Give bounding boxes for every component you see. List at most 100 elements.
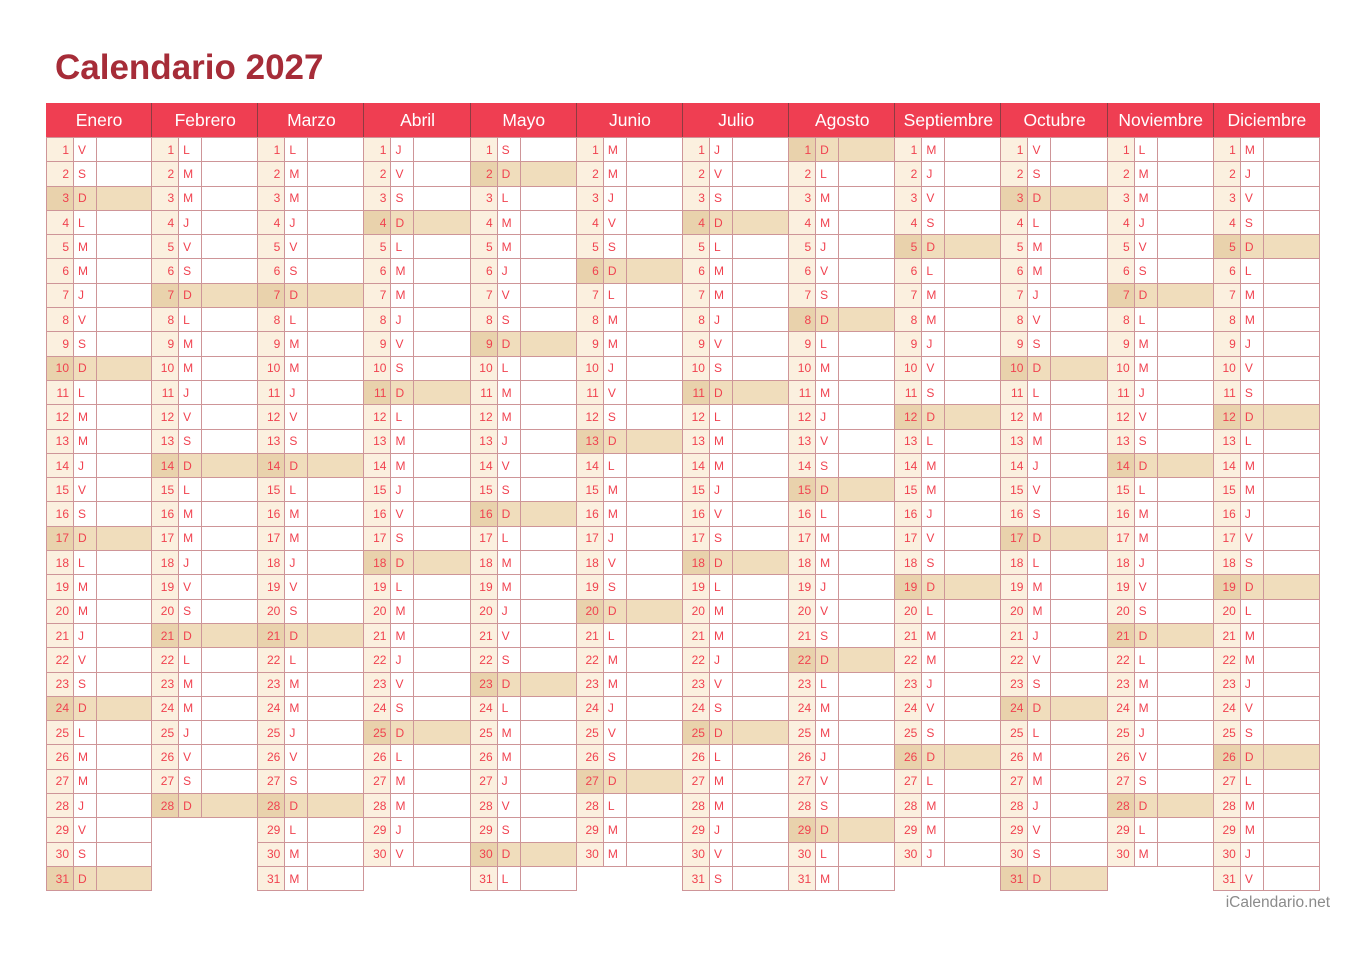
month-table: 1 L 2 M 3 M 4 J 5 V 6 S 7 D 8 L 9 M 10 M 11 J 12 V 13 S 14 D 15 L 16 M 1… <box>257 136 365 892</box>
day-note-space <box>201 136 259 163</box>
day-note-space <box>95 841 153 867</box>
day-row: 15 M <box>1212 477 1320 503</box>
day-note-space <box>838 161 896 187</box>
day-number: 14 <box>1212 452 1241 479</box>
day-row: 29 J <box>681 817 790 843</box>
day-note-space <box>1050 185 1108 211</box>
weekday-letter: M <box>496 209 521 236</box>
weekday-letter: M <box>708 793 733 819</box>
day-note-space <box>944 404 1002 430</box>
day-note-space <box>731 452 790 479</box>
day-number: 9 <box>46 331 74 357</box>
day-note-space <box>838 574 896 600</box>
day-number: 7 <box>469 282 498 309</box>
day-number: 7 <box>1212 282 1241 309</box>
day-number: 15 <box>788 477 817 503</box>
day-note-space <box>838 550 896 576</box>
day-row: 11 M <box>469 379 577 406</box>
day-note-space <box>307 622 365 649</box>
weekday-letter: M <box>390 428 415 454</box>
day-note-space <box>307 282 365 309</box>
day-note-space <box>625 817 683 843</box>
weekday-letter: J <box>390 307 415 333</box>
day-number: 17 <box>575 525 604 552</box>
day-note-space <box>95 234 153 260</box>
weekday-letter: V <box>1027 817 1052 843</box>
day-row: 22 S <box>469 647 577 673</box>
day-number: 17 <box>363 525 392 552</box>
day-row: 27 M <box>363 768 471 795</box>
day-note-space <box>944 209 1002 236</box>
day-note-space <box>838 282 896 309</box>
day-row: 11 L <box>46 379 153 406</box>
day-note-space <box>944 671 1002 697</box>
day-row: 25 J <box>151 720 259 746</box>
day-number: 23 <box>363 671 392 697</box>
day-number: 23 <box>788 671 817 697</box>
weekday-letter: V <box>921 355 946 381</box>
weekday-letter: L <box>815 671 840 697</box>
page-title: Calendario 2027 <box>55 48 324 87</box>
month-table: 1 L 2 M 3 M 4 J 5 V 6 S 7 D 8 L 9 M 10 M 11 J 12 V 13 S 14 D 15 L 16 M 1… <box>1106 136 1214 867</box>
day-number: 29 <box>1000 817 1029 843</box>
weekday-letter: L <box>1133 136 1158 163</box>
day-note-space <box>944 161 1002 187</box>
day-note-space <box>1156 671 1214 697</box>
weekday-letter: D <box>602 598 627 624</box>
day-note-space <box>307 161 365 187</box>
day-note-space <box>1156 720 1214 746</box>
weekday-letter: M <box>496 379 521 406</box>
weekday-letter: J <box>496 258 521 284</box>
weekday-letter: V <box>708 841 733 867</box>
day-note-space <box>307 501 365 527</box>
weekday-letter: M <box>73 404 97 430</box>
day-number: 29 <box>1106 817 1135 843</box>
day-note-space <box>1050 793 1108 819</box>
day-note-space <box>413 817 471 843</box>
day-row: 24 S <box>681 695 790 722</box>
day-number: 6 <box>1212 258 1241 284</box>
day-number: 16 <box>151 501 180 527</box>
day-number: 12 <box>788 404 817 430</box>
day-row: 30 M <box>257 841 365 867</box>
day-row: 18 D <box>363 550 471 576</box>
weekday-letter: L <box>602 793 627 819</box>
day-note-space <box>944 501 1002 527</box>
weekday-letter: D <box>1133 282 1158 309</box>
weekday-letter: M <box>1027 598 1052 624</box>
weekday-letter: D <box>1027 865 1052 892</box>
day-number: 2 <box>575 161 604 187</box>
day-note-space <box>1156 428 1214 454</box>
day-note-space <box>838 817 896 843</box>
weekday-letter: J <box>1239 671 1264 697</box>
day-note-space <box>944 574 1002 600</box>
day-note-space <box>1156 282 1214 309</box>
day-note-space <box>625 428 683 454</box>
weekday-letter: S <box>1133 258 1158 284</box>
day-number: 28 <box>469 793 498 819</box>
day-note-space <box>95 209 153 236</box>
weekday-letter: S <box>921 550 946 576</box>
day-row: 13 J <box>469 428 577 454</box>
weekday-letter: D <box>602 258 627 284</box>
weekday-letter: M <box>815 379 840 406</box>
day-note-space <box>201 282 259 309</box>
day-note-space <box>625 501 683 527</box>
day-note-space <box>519 865 577 892</box>
day-note-space <box>1156 209 1214 236</box>
weekday-letter: L <box>1133 477 1158 503</box>
weekday-letter: M <box>815 865 840 892</box>
day-note-space <box>201 355 259 381</box>
day-number: 12 <box>363 404 392 430</box>
day-number: 1 <box>1212 136 1241 163</box>
day-note-space <box>944 477 1002 503</box>
weekday-letter: D <box>1239 234 1264 260</box>
day-number: 17 <box>681 525 710 552</box>
day-number: 9 <box>1106 331 1135 357</box>
weekday-letter: S <box>815 282 840 309</box>
day-note-space <box>201 671 259 697</box>
